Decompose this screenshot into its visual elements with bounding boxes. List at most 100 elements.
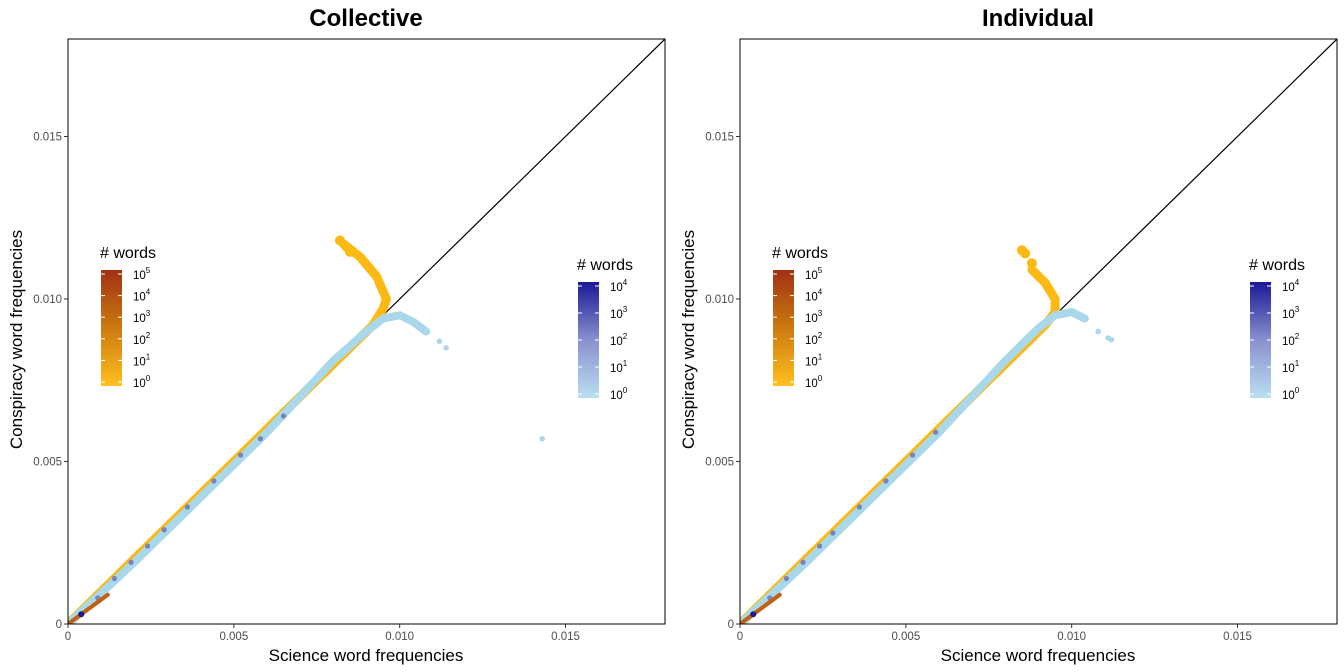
legend-label-base: 10 [805, 378, 818, 390]
legend-label-exponent: 3 [146, 309, 151, 318]
legend-title: # words [577, 257, 633, 274]
y-tick-label-1: 0.005 [33, 457, 62, 469]
legend-label-exponent: 1 [1295, 359, 1300, 368]
y-tick-label-1: 0.005 [705, 457, 734, 469]
series-high-count-points-point-9 [933, 429, 939, 435]
legend-label-3: 102 [805, 331, 823, 347]
legend-label-3: 102 [133, 331, 151, 347]
series-high-count-points-point-5 [161, 527, 167, 533]
legend-label-4: 101 [805, 352, 823, 368]
series-high-count-points-point-9 [257, 436, 263, 442]
legend-label-4: 100 [610, 386, 628, 402]
legend-label-exponent: 4 [1295, 278, 1300, 287]
x-tick-label-3: 0.015 [1223, 631, 1252, 643]
legend-label-exponent: 4 [818, 288, 823, 297]
legend-label-5: 100 [805, 374, 823, 390]
legend-label-base: 10 [610, 309, 623, 321]
series-science-dominant-curve [68, 311, 431, 624]
legend-label-1: 104 [133, 288, 151, 304]
series-high-count-points-point-8 [237, 452, 244, 458]
series-high-count-points-point-7 [883, 478, 889, 484]
legend-label-1: 104 [805, 288, 823, 304]
y-tick-label-3: 0.015 [705, 132, 734, 144]
series-conspiracy-dominant-point-2 [344, 246, 355, 257]
y-axis-label: Conspiracy word frequencies [679, 230, 698, 449]
panel-1: Individual 0 0.005 0.010 0.015 0 0.005 0.010 0.0… [679, 5, 1338, 665]
x-tick-label-0: 0 [65, 631, 71, 643]
legend-title: # words [1249, 257, 1305, 274]
dense-accent [68, 592, 110, 624]
x-axis-label: Science word frequencies [269, 646, 464, 665]
legend-label-base: 10 [805, 356, 818, 368]
legend-label-base: 10 [1282, 336, 1295, 348]
legend-label-exponent: 4 [623, 278, 628, 287]
legend-label-exponent: 1 [818, 352, 823, 361]
legend-label-2: 103 [133, 309, 151, 325]
legend-label-2: 103 [805, 309, 823, 325]
legend-label-4: 101 [133, 352, 151, 368]
legend-label-base: 10 [1282, 363, 1295, 375]
series-high-count-points-point-5 [830, 530, 836, 536]
series-conspiracy-dominant-point-0 [334, 235, 345, 246]
series-science-dominant-point-0 [1095, 328, 1101, 335]
series-science-dominant-point-2 [539, 435, 546, 442]
legend-label-exponent: 5 [146, 266, 151, 275]
legend-label-exponent: 0 [1295, 386, 1300, 395]
legend-colorbar [101, 270, 122, 386]
legend-label-base: 10 [805, 292, 818, 304]
legend-label-exponent: 0 [818, 374, 823, 383]
legend-label-base: 10 [805, 335, 818, 347]
y-tick-label-0: 0 [728, 619, 734, 631]
y-tick-label-2: 0.010 [33, 294, 62, 306]
legend-label-4: 100 [1282, 386, 1300, 402]
series-high-count-points-point-6 [856, 504, 863, 510]
y-tick-label-2: 0.010 [705, 294, 734, 306]
legend-label-base: 10 [610, 390, 623, 402]
plot-area [68, 39, 665, 624]
series-high-count-points-point-3 [128, 559, 134, 565]
chart-title: Individual [982, 5, 1094, 32]
legend-label-0: 105 [805, 266, 823, 282]
legend-label-1: 103 [1282, 305, 1300, 321]
series-conspiracy-dominant-point-2 [1026, 258, 1037, 269]
legend-label-base: 10 [133, 313, 146, 325]
legend-label-base: 10 [133, 356, 146, 368]
legend-colorbar [1250, 282, 1271, 398]
legend-title: # words [772, 245, 828, 262]
legend-label-base: 10 [133, 270, 146, 282]
series-science-dominant-point-0 [436, 338, 443, 345]
plot-area [740, 39, 1337, 624]
legend-label-base: 10 [805, 313, 818, 325]
legend-title: # words [100, 245, 156, 262]
series-high-count-points-point-4 [145, 543, 151, 549]
legend-label-exponent: 2 [146, 331, 151, 340]
series-high-count-points-point-2 [111, 575, 118, 582]
legend-label-base: 10 [133, 378, 146, 390]
chart-title: Collective [309, 5, 422, 32]
series-high-count-points-point-4 [817, 543, 823, 549]
legend-label-base: 10 [1282, 309, 1295, 321]
series-science-dominant-curve [740, 308, 1089, 624]
legend-label-exponent: 0 [146, 374, 151, 383]
series-high-count-points-point-7 [211, 478, 217, 484]
x-tick-label-1: 0.005 [219, 631, 248, 643]
legend-colorbar [578, 282, 599, 398]
series-science-dominant-point-2 [1108, 336, 1115, 343]
series-high-count-points-point-2 [783, 575, 790, 582]
series-conspiracy-dominant-point-1 [1020, 248, 1031, 259]
legend-label-exponent: 1 [146, 352, 151, 361]
dense-point-dark [750, 611, 757, 618]
dense-accent [740, 592, 782, 624]
legend-label-3: 101 [610, 359, 628, 375]
legend-label-exponent: 2 [623, 332, 628, 341]
x-tick-label-2: 0.010 [385, 631, 414, 643]
series-high-count-points-point-8 [909, 452, 916, 458]
legend-label-0: 105 [133, 266, 151, 282]
x-tick-label-0: 0 [737, 631, 743, 643]
legend-label-base: 10 [1282, 282, 1295, 294]
legend-label-base: 10 [610, 282, 623, 294]
